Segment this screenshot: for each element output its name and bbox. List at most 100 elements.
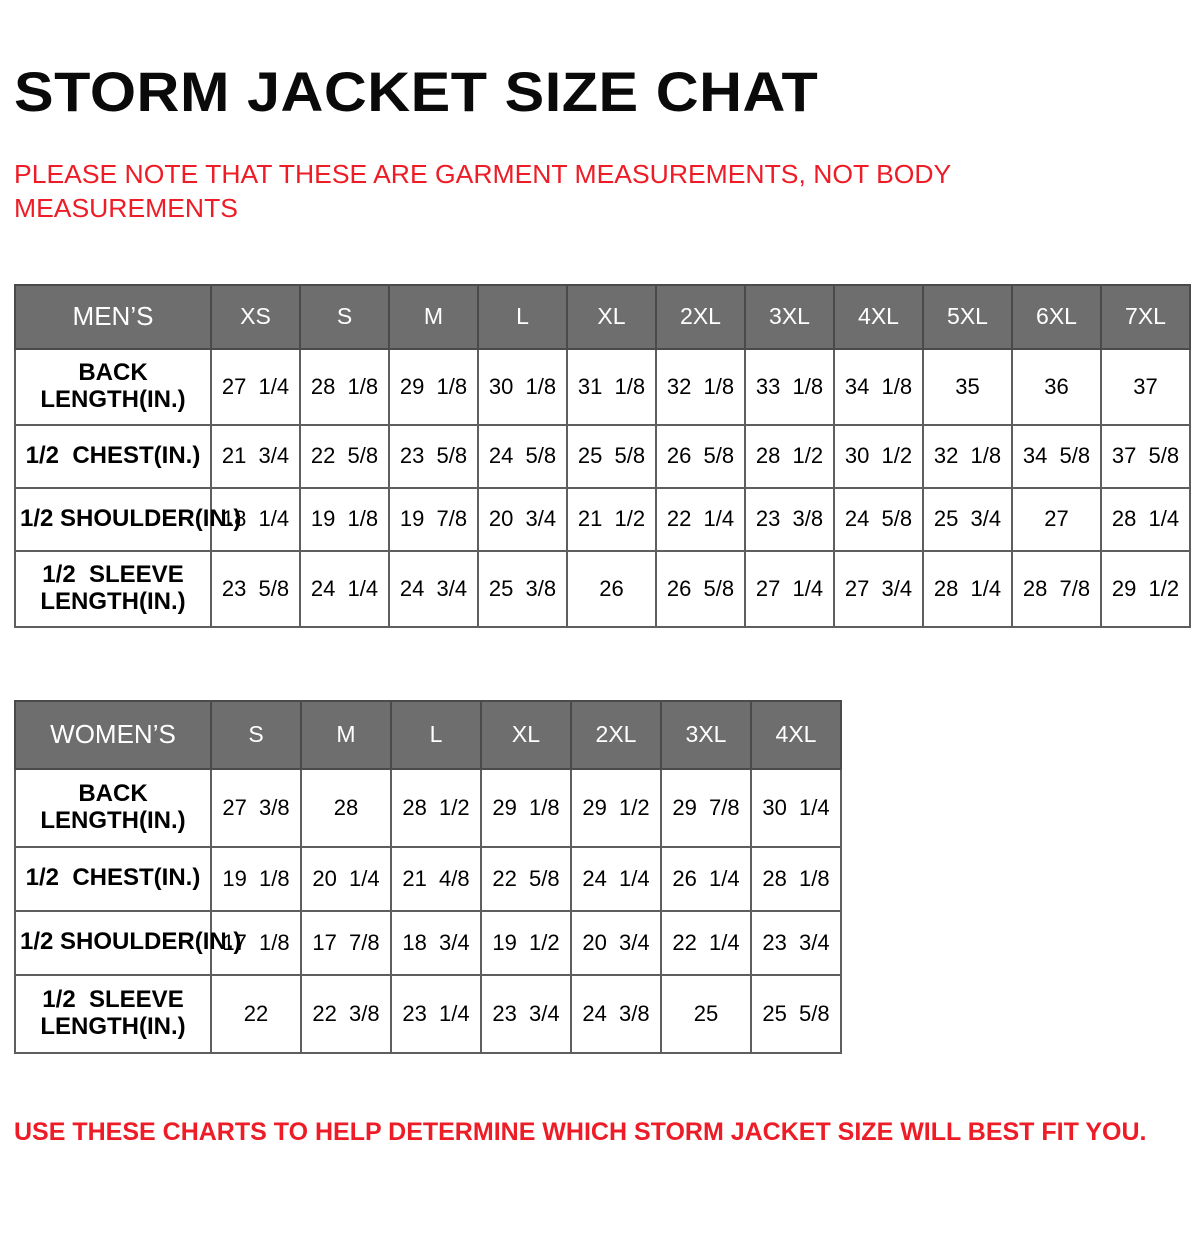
mens-size-header-xl: XL (566, 283, 657, 350)
womens-header-row: WOMEN’S S M L XL 2XL 3XL 4XL (14, 699, 842, 770)
measurement-cell: 21 4/8 (390, 845, 482, 912)
measurement-cell: 27 1/4 (744, 549, 835, 628)
measurement-cell: 25 5/8 (566, 423, 657, 489)
measurement-cell: 19 1/8 (210, 845, 302, 912)
table-row: BACK LENGTH(IN.) 27 1/4 28 1/8 29 1/8 30 1/8 3… (14, 347, 1191, 426)
measurement-cell: 36 (1011, 347, 1102, 426)
measurement-cell: 26 (566, 549, 657, 628)
measurement-cell: 22 1/4 (660, 909, 752, 976)
measurement-cell: 20 3/4 (570, 909, 662, 976)
mens-size-header-6xl: 6XL (1011, 283, 1102, 350)
mens-size-header-l: L (477, 283, 568, 350)
mens-size-header-5xl: 5XL (922, 283, 1013, 350)
measurement-cell: 22 3/8 (300, 973, 392, 1054)
measurement-cell: 28 1/2 (390, 767, 482, 848)
measurement-cell: 30 1/4 (750, 767, 842, 848)
table-row: 1/2 CHEST(IN.) 21 3/4 22 5/8 23 5/8 24 5/8 25… (14, 423, 1191, 489)
mens-size-header-3xl: 3XL (744, 283, 835, 350)
measurement-cell: 23 3/4 (750, 909, 842, 976)
womens-table-corner-label: WOMEN’S (14, 699, 212, 770)
mens-table-body: BACK LENGTH(IN.) 27 1/4 28 1/8 29 1/8 30 1/8 3… (14, 347, 1191, 628)
measurement-cell: 28 1/8 (299, 347, 390, 426)
measurement-cell: 23 5/8 (210, 549, 301, 628)
mens-size-header-4xl: 4XL (833, 283, 924, 350)
measurement-cell: 30 1/2 (833, 423, 924, 489)
womens-size-header-3xl: 3XL (660, 699, 752, 770)
womens-size-header-m: M (300, 699, 392, 770)
mens-size-header-7xl: 7XL (1100, 283, 1191, 350)
womens-table-body: BACK LENGTH(IN.) 27 3/8 28 28 1/2 29 1/8 29 1/… (14, 767, 842, 1054)
measurement-cell: 28 1/4 (922, 549, 1013, 628)
measurement-cell: 32 1/8 (655, 347, 746, 426)
measurement-cell: 17 7/8 (300, 909, 392, 976)
measurement-cell: 18 1/4 (210, 486, 301, 552)
measurement-cell: 28 1/4 (1100, 486, 1191, 552)
mens-row-label-2: 1/2 SHOULDER(IN.) (14, 486, 241, 552)
measurement-cell: 22 (210, 973, 302, 1054)
measurement-cell: 22 1/4 (655, 486, 746, 552)
womens-row-label-3: 1/2 SLEEVE LENGTH(IN.) (14, 973, 212, 1054)
measurement-cell: 27 1/4 (210, 347, 301, 426)
measurement-cell: 29 1/2 (570, 767, 662, 848)
measurement-cell: 34 5/8 (1011, 423, 1102, 489)
measurement-cell: 24 1/4 (299, 549, 390, 628)
mens-size-header-m: M (388, 283, 479, 350)
measurement-cell: 24 3/8 (570, 973, 662, 1054)
table-row: BACK LENGTH(IN.) 27 3/8 28 28 1/2 29 1/8 29 1/… (14, 767, 842, 848)
mens-row-label-3: 1/2 SLEEVE LENGTH(IN.) (14, 549, 212, 628)
measurement-cell: 25 3/4 (922, 486, 1013, 552)
table-row: 1/2 SLEEVE LENGTH(IN.) 23 5/8 24 1/4 24 3/4 2… (14, 549, 1191, 628)
womens-row-label-1: 1/2 CHEST(IN.) (14, 845, 212, 912)
measurement-cell: 27 3/4 (833, 549, 924, 628)
measurement-cell: 18 3/4 (390, 909, 482, 976)
measurement-cell: 22 5/8 (299, 423, 390, 489)
measurement-cell: 32 1/8 (922, 423, 1013, 489)
measurement-cell: 25 (660, 973, 752, 1054)
measurement-cell: 23 3/4 (480, 973, 572, 1054)
mens-row-label-0: BACK LENGTH(IN.) (14, 347, 212, 426)
measurement-cell: 28 1/8 (750, 845, 842, 912)
measurement-cell: 21 1/2 (566, 486, 657, 552)
measurement-cell: 23 1/4 (390, 973, 482, 1054)
measurement-cell: 28 7/8 (1011, 549, 1102, 628)
table-row: 1/2 SHOULDER(IN.) 17 1/8 17 7/8 18 3/4 19 1/… (14, 909, 842, 976)
mens-size-header-2xl: 2XL (655, 283, 746, 350)
measurement-cell: 35 (922, 347, 1013, 426)
womens-size-header-2xl: 2XL (570, 699, 662, 770)
womens-size-header-s: S (210, 699, 302, 770)
measurement-cell: 28 1/2 (744, 423, 835, 489)
mens-table-corner-label: MEN’S (14, 283, 212, 350)
mens-size-header-s: S (299, 283, 390, 350)
measurement-cell: 25 3/8 (477, 549, 568, 628)
table-row: 1/2 SHOULDER(IN.) 18 1/4 19 1/8 19 7/8 20 3/… (14, 486, 1191, 552)
measurement-cell: 29 1/8 (388, 347, 479, 426)
measurement-cell: 24 5/8 (477, 423, 568, 489)
measurement-cell: 25 5/8 (750, 973, 842, 1054)
measurement-cell: 23 5/8 (388, 423, 479, 489)
measurement-cell: 27 (1011, 486, 1102, 552)
measurement-cell: 19 7/8 (388, 486, 479, 552)
table-row: 1/2 SLEEVE LENGTH(IN.) 22 22 3/8 23 1/4 23 3/… (14, 973, 842, 1054)
measurement-cell: 24 3/4 (388, 549, 479, 628)
page-title: STORM JACKET SIZE CHAT (14, 59, 819, 123)
measurement-cell: 22 5/8 (480, 845, 572, 912)
use-charts-note: USE THESE CHARTS TO HELP DETERMINE WHICH… (14, 1117, 1147, 1146)
measurement-cell: 24 5/8 (833, 486, 924, 552)
measurement-cell: 23 3/8 (744, 486, 835, 552)
womens-row-label-0: BACK LENGTH(IN.) (14, 767, 212, 848)
mens-header-row: MEN’S XS S M L XL 2XL 3XL 4XL 5XL 6XL 7XL (14, 283, 1191, 350)
mens-table-head: MEN’S XS S M L XL 2XL 3XL 4XL 5XL 6XL 7XL (14, 283, 1191, 350)
measurement-cell: 29 1/2 (1100, 549, 1191, 628)
measurement-cell: 37 (1100, 347, 1191, 426)
mens-size-header-xs: XS (210, 283, 301, 350)
measurement-cell: 31 1/8 (566, 347, 657, 426)
measurement-cell: 34 1/8 (833, 347, 924, 426)
measurement-cell: 33 1/8 (744, 347, 835, 426)
measurement-cell: 19 1/8 (299, 486, 390, 552)
womens-row-label-2: 1/2 SHOULDER(IN.) (14, 909, 241, 976)
measurement-cell: 27 3/8 (210, 767, 302, 848)
table-row: 1/2 CHEST(IN.) 19 1/8 20 1/4 21 4/8 22 5/8 24… (14, 845, 842, 912)
measurement-cell: 29 1/8 (480, 767, 572, 848)
measurement-cell: 37 5/8 (1100, 423, 1191, 489)
womens-size-header-l: L (390, 699, 482, 770)
